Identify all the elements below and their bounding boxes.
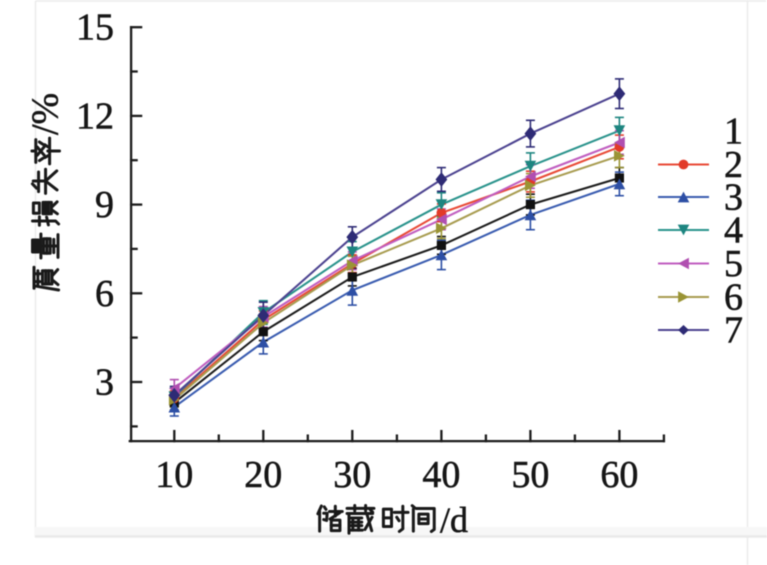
svg-text:50: 50 — [511, 454, 549, 496]
svg-text:/d: /d — [440, 500, 468, 540]
svg-text:10: 10 — [155, 454, 193, 496]
svg-text:1: 1 — [724, 111, 743, 153]
svg-text:/%: /% — [25, 93, 67, 135]
svg-text:2: 2 — [724, 144, 743, 186]
svg-text:40: 40 — [422, 454, 460, 496]
svg-text:12: 12 — [76, 95, 114, 137]
svg-text:9: 9 — [95, 184, 114, 226]
svg-text:5: 5 — [724, 243, 743, 285]
svg-text:20: 20 — [244, 454, 282, 496]
svg-text:6: 6 — [95, 273, 114, 315]
svg-text:7: 7 — [724, 310, 743, 352]
svg-text:3: 3 — [724, 177, 743, 219]
svg-text:6: 6 — [724, 277, 743, 319]
svg-text:15: 15 — [76, 7, 114, 49]
svg-text:3: 3 — [95, 362, 114, 404]
svg-text:60: 60 — [600, 454, 638, 496]
svg-text:30: 30 — [333, 454, 371, 496]
svg-text:4: 4 — [724, 210, 743, 252]
